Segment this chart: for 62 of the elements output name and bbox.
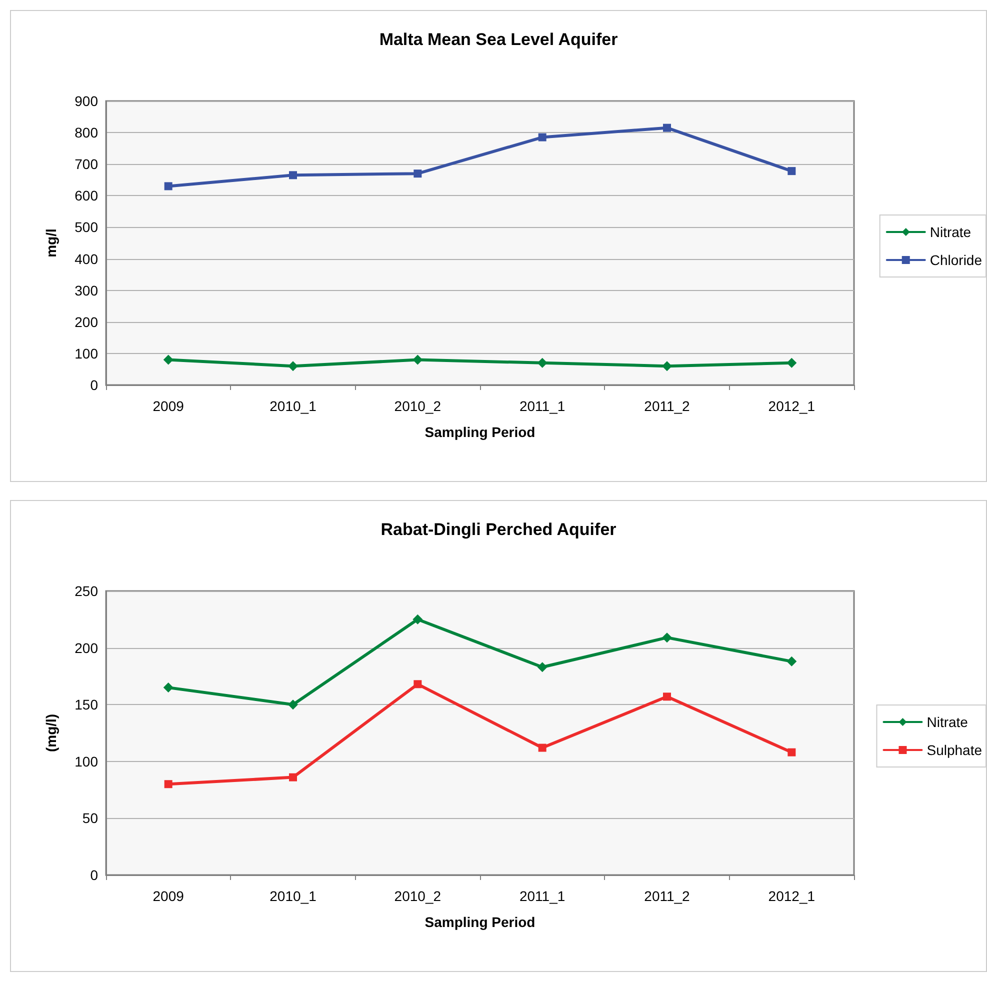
y-tick-label: 150 (74, 696, 98, 713)
x-tick-label: 2012_1 (768, 398, 816, 414)
point (663, 692, 671, 701)
point (288, 361, 298, 372)
x-tick-label: 2011_2 (644, 398, 690, 414)
y-tick-label: 400 (74, 250, 98, 267)
legend-label: Nitrate (930, 224, 972, 240)
y-tick-label: 50 (82, 810, 98, 826)
point (414, 170, 422, 178)
x-tick-label: 2011_1 (519, 888, 566, 904)
y-tick-label: 0 (90, 377, 98, 393)
point (414, 680, 422, 688)
point (663, 124, 671, 132)
point (788, 167, 796, 176)
point (537, 662, 548, 672)
point (412, 614, 423, 624)
point (538, 133, 546, 142)
point (662, 632, 672, 643)
point (412, 354, 423, 365)
x-tick-label: 2011_2 (644, 888, 690, 904)
y-axis-title: (mg/l) (43, 714, 59, 752)
point (537, 358, 548, 368)
point (163, 682, 174, 693)
chart-title: Malta Mean Sea Level Aquifer (379, 30, 618, 49)
point (538, 744, 546, 752)
x-tick-label: 2011_1 (519, 398, 566, 414)
y-tick-label: 700 (74, 156, 98, 172)
x-tick-label: 2010_1 (270, 398, 317, 414)
legend-label: Nitrate (926, 714, 968, 730)
y-tick-label: 300 (74, 282, 98, 298)
point (662, 361, 672, 372)
y-tick-label: 100 (74, 753, 98, 770)
point (288, 700, 298, 710)
x-axis-title: Sampling Period (424, 424, 536, 440)
y-tick-label: 600 (74, 188, 98, 204)
x-tick-label: 2012_1 (768, 888, 816, 904)
y-axis-title: mg/l (43, 228, 59, 258)
point (289, 773, 297, 782)
point (289, 171, 297, 180)
y-tick-label: 200 (74, 640, 98, 656)
y-tick-label: 100 (74, 345, 98, 362)
x-axis-title: Sampling Period (424, 914, 536, 930)
point (786, 358, 797, 368)
y-tick-label: 500 (74, 219, 98, 236)
legend-label: Chloride (930, 252, 982, 268)
x-tick-label: 2009 (152, 888, 184, 904)
point (788, 748, 796, 756)
point (164, 182, 172, 190)
y-tick-label: 0 (90, 867, 98, 883)
legend-label: Sulphate (926, 742, 982, 758)
point (786, 656, 797, 666)
y-tick-label: 250 (74, 583, 98, 599)
y-tick-label: 800 (74, 124, 98, 141)
x-tick-label: 2010_1 (270, 888, 317, 904)
y-tick-label: 900 (74, 93, 98, 109)
x-tick-label: 2009 (152, 398, 184, 414)
y-tick-label: 200 (74, 314, 98, 330)
x-tick-label: 2010_2 (394, 398, 442, 414)
chart-title: Rabat-Dingli Perched Aquifer (380, 520, 617, 539)
point (164, 780, 172, 788)
x-tick-label: 2010_2 (394, 888, 442, 904)
point (163, 354, 174, 365)
